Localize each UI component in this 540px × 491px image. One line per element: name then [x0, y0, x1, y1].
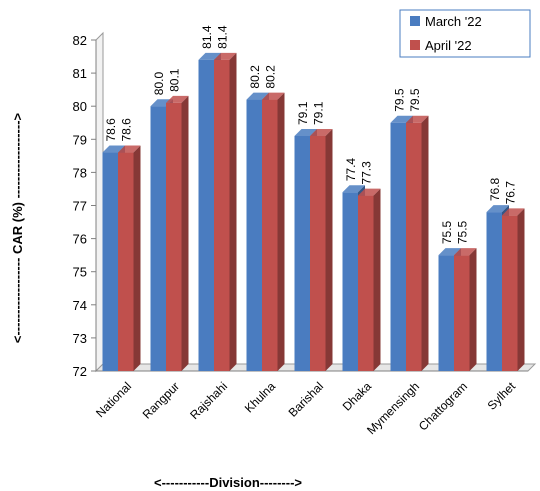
legend-label-april: April '22 [425, 38, 472, 53]
x-axis-title: <-----------Division--------> [154, 475, 302, 490]
data-label: 81.4 [200, 25, 214, 49]
bar-top [486, 205, 509, 213]
side-wall [95, 31, 104, 373]
x-tick-label: Khulna [242, 379, 279, 416]
data-label: 77.3 [360, 161, 374, 185]
data-label: 80.0 [152, 72, 166, 96]
y-tick-label: 77 [73, 199, 87, 214]
legend-box [399, 9, 531, 58]
data-label: 80.1 [168, 68, 182, 92]
data-label: 80.2 [248, 65, 262, 89]
bar-top [502, 208, 525, 216]
bar-top [294, 128, 317, 136]
y-tick-label: 79 [73, 132, 87, 147]
bar [214, 59, 230, 372]
bar [118, 152, 134, 371]
bar-top [246, 92, 269, 100]
bar-side [421, 115, 429, 371]
data-label: 79.5 [392, 88, 406, 112]
bar-top [118, 145, 141, 153]
bar-side [325, 128, 333, 371]
legend-label-march: March '22 [425, 14, 482, 29]
bar [406, 122, 422, 371]
y-axis: 72 73 74 75 76 77 78 79 80 81 82 [73, 33, 96, 379]
legend-swatch-april [410, 40, 420, 50]
y-tick-label: 78 [73, 165, 87, 180]
data-label: 79.5 [408, 88, 422, 112]
legend-swatch-march [410, 16, 420, 26]
bar-top [310, 128, 333, 136]
bar-side [469, 248, 477, 371]
x-tick-label: Dhaka [340, 379, 375, 414]
bar [438, 255, 454, 371]
data-label: 77.4 [344, 158, 358, 182]
bar [198, 59, 214, 372]
y-tick-label: 80 [73, 99, 87, 114]
bar-top [358, 188, 381, 196]
data-labels: 78.6 78.6 80.0 80.1 81.4 81.4 80.2 80.2 79.1 79.1… [104, 25, 518, 244]
bar-top [262, 92, 285, 100]
bar-top [214, 52, 237, 60]
x-tick-label: National [93, 379, 134, 420]
bar [150, 106, 166, 371]
x-tick-label: Sylhet [485, 379, 519, 413]
bar [486, 212, 502, 371]
bar [246, 99, 262, 371]
data-label: 81.4 [216, 25, 230, 49]
legend: March '22 April '22 [399, 9, 531, 58]
y-tick-label: 82 [73, 33, 87, 48]
bar [166, 102, 182, 371]
bar [390, 122, 406, 371]
bar-series [102, 52, 525, 372]
data-label: 76.8 [488, 177, 502, 201]
y-tick-label: 81 [73, 66, 87, 81]
bar-top [406, 115, 429, 123]
y-axis-title: <------------------ CAR (%) ------------… [10, 112, 25, 343]
bar [262, 99, 278, 371]
bar [358, 195, 374, 371]
data-label: 78.6 [120, 118, 134, 142]
x-axis: National Rangpur Rajshahi Khulna Barishal Dha… [93, 379, 518, 437]
bar-side [517, 208, 525, 371]
x-tick-label: Rangpur [140, 379, 182, 421]
bar-side [181, 95, 189, 371]
bar-side [229, 52, 237, 372]
bar [454, 255, 470, 371]
bar-top [166, 95, 189, 103]
bar [342, 192, 358, 371]
bar-side [277, 92, 285, 371]
data-label: 78.6 [104, 118, 118, 142]
bar-top [454, 248, 477, 256]
bar [294, 135, 310, 371]
y-tick-label: 76 [73, 232, 87, 247]
data-label: 79.1 [296, 101, 310, 125]
bar-top [342, 185, 365, 193]
data-label: 76.7 [504, 181, 518, 205]
bar-top [198, 52, 221, 60]
x-tick-label: Barishal [286, 379, 327, 420]
data-label: 75.5 [456, 220, 470, 244]
bar-side [133, 145, 141, 371]
bar-top [390, 115, 413, 123]
y-tick-label: 75 [73, 265, 87, 280]
data-label: 79.1 [312, 101, 326, 125]
y-tick-label: 72 [73, 364, 87, 379]
bar-top [438, 248, 461, 256]
bar [310, 135, 326, 371]
x-tick-label: Rajshahi [187, 379, 230, 422]
bar-top [102, 145, 125, 153]
x-tick-label: Chattogram [416, 379, 470, 433]
bar [102, 152, 118, 371]
data-label: 80.2 [264, 65, 278, 89]
bar [502, 215, 518, 371]
bar-side [373, 188, 381, 371]
data-label: 75.5 [440, 220, 454, 244]
y-tick-label: 73 [73, 331, 87, 346]
y-tick-label: 74 [73, 298, 87, 313]
